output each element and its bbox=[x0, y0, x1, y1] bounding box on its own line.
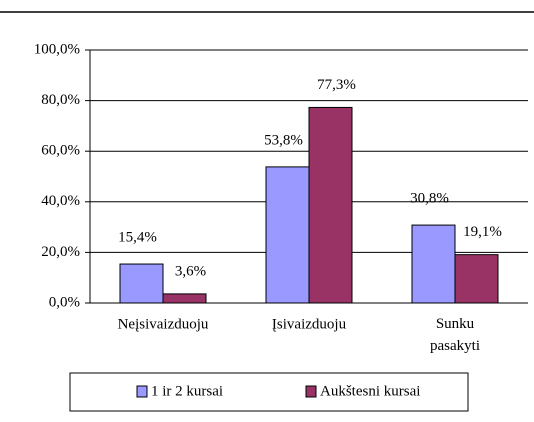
value-label: 30,8% bbox=[410, 191, 449, 207]
legend-label: Aukštesni kursai bbox=[320, 383, 420, 399]
bar bbox=[265, 166, 310, 304]
value-label: 77,3% bbox=[317, 77, 356, 93]
bar bbox=[411, 224, 456, 304]
value-label: 3,6% bbox=[175, 263, 206, 279]
legend-label: 1 ir 2 kursai bbox=[151, 383, 223, 399]
y-tick-label: 0,0% bbox=[49, 294, 80, 310]
value-label: 19,1% bbox=[463, 224, 502, 240]
bar bbox=[162, 293, 207, 304]
legend-swatch bbox=[136, 385, 148, 398]
y-tick-label: 20,0% bbox=[41, 244, 80, 260]
value-label: 53,8% bbox=[264, 132, 303, 148]
bar bbox=[119, 263, 164, 304]
legend-box bbox=[69, 372, 469, 412]
x-tick-label: Neįsivaizduoju bbox=[118, 316, 209, 332]
bar bbox=[454, 254, 499, 304]
bar bbox=[308, 106, 353, 304]
y-tick-label: 60,0% bbox=[41, 143, 80, 159]
y-tick-label: 80,0% bbox=[41, 92, 80, 108]
value-label: 15,4% bbox=[118, 229, 157, 245]
y-tick-label: 100,0% bbox=[34, 41, 80, 57]
legend-swatch bbox=[305, 385, 317, 398]
x-tick-label: Sunku pasakyti bbox=[430, 316, 480, 354]
x-tick-label: Įsivaizduoju bbox=[272, 316, 347, 332]
y-tick-label: 40,0% bbox=[41, 193, 80, 209]
